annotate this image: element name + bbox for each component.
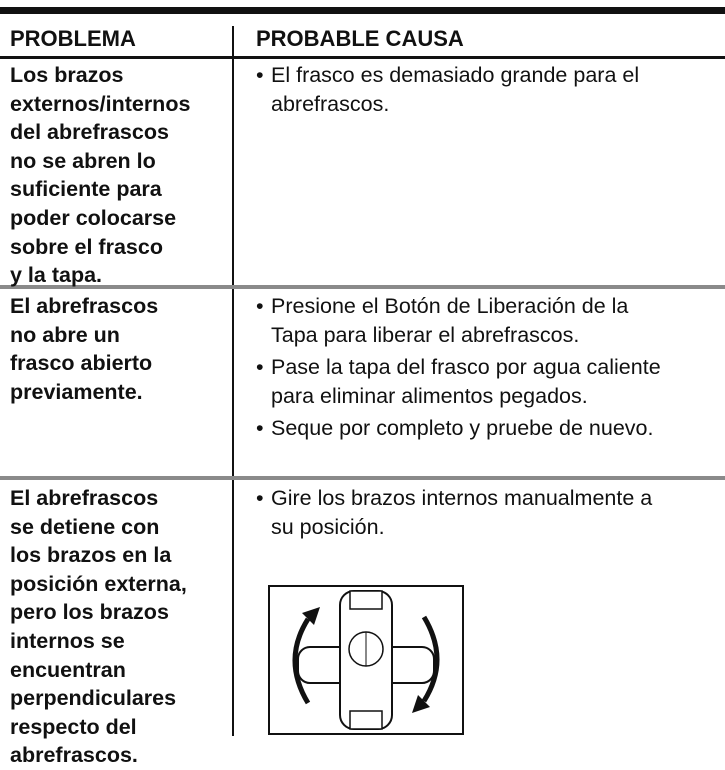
problem-cell: Los brazos externos/internos del abrefrasc… [10,61,190,290]
problem-line: suficiente para [10,177,162,202]
problem-line: se detiene con [10,514,160,539]
problem-line: no abre un [10,322,120,347]
cause-line: Presione el Botón de Liberación de la [271,294,629,318]
header-cause: PROBABLE CAUSA [256,26,464,51]
cause-line: Seque por completo y pruebe de nuevo. [271,416,654,441]
problem-line: internos se [10,628,125,653]
cause-item: Presione el Botón de Liberación de la Tap… [256,292,661,349]
header-rule [0,56,725,59]
problem-line: El abrefrascos [10,294,159,318]
cause-line: Tapa para liberar el abrefrascos. [271,322,580,347]
problem-line: frasco abierto [10,351,153,376]
cause-cell: Presione el Botón de Liberación de la Tap… [256,292,661,447]
problem-line: sobre el frasco [10,234,163,259]
problem-line: encuentran [10,657,126,682]
problem-line: los brazos en la [10,543,172,568]
cause-item: El frasco es demasiado grande para el abr… [256,61,639,118]
cause-item: Pase la tapa del frasco por agua calient… [256,353,661,410]
cause-line: su posición. [271,514,385,539]
problem-line: no se abren lo [10,148,156,173]
cause-line: abrefrascos. [271,91,390,116]
problem-line: posición externa, [10,571,187,596]
problem-line: externos/internos [10,91,191,116]
problem-line: poder colocarse [10,205,177,230]
row-separator [0,285,725,289]
problem-line: perpendiculares [10,686,177,711]
problem-line: Los brazos [10,63,124,87]
problem-line: del abrefrascos [10,120,169,145]
cause-item: Seque por completo y pruebe de nuevo. [256,414,661,443]
column-divider [232,26,234,736]
problem-line: pero los brazos [10,600,169,625]
cause-line: Pase la tapa del frasco por agua calient… [271,355,661,380]
page: PROBLEMA PROBABLE CAUSA Los brazos extern… [0,0,725,736]
problem-line: y la tapa. [10,263,103,288]
cause-cell: El frasco es demasiado grande para el abr… [256,61,639,122]
problem-line: El abrefrascos [10,486,159,510]
problem-line: respecto del [10,714,137,739]
row-separator [0,476,725,480]
problem-cell: El abrefrascos se detiene con los brazos e… [10,484,187,770]
cause-line: para eliminar alimentos pegados. [271,383,588,408]
cause-line: El frasco es demasiado grande para el [271,63,640,87]
problem-line: previamente. [10,379,143,404]
top-rule [0,7,725,14]
cause-item: Gire los brazos internos manualmente a su… [256,484,652,541]
problem-line: abrefrascos. [10,743,138,768]
problem-cell: El abrefrascos no abre un frasco abierto pr… [10,292,158,406]
header-problem: PROBLEMA [10,26,136,51]
jar-opener-illustration [268,585,464,735]
cause-line: Gire los brazos internos manualmente a [271,486,653,510]
cause-cell: Gire los brazos internos manualmente a su… [256,484,652,545]
